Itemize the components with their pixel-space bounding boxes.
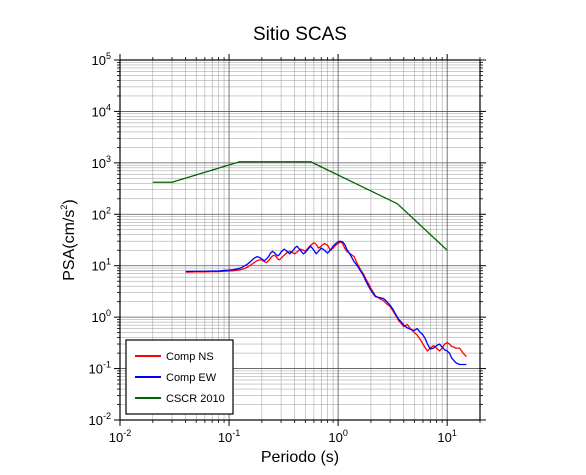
- y-tick-label-exp: 3: [106, 154, 111, 164]
- series-line-cscr-2010: [152, 161, 448, 251]
- chart-title: Sitio SCAS: [253, 24, 347, 45]
- y-tick-label-exp: -1: [103, 360, 111, 370]
- y-tick-label-exp: 1: [106, 257, 111, 267]
- x-tick-label: 100: [328, 428, 347, 445]
- legend-label-ew: Comp EW: [166, 372, 217, 384]
- y-tick-label-base: 10: [92, 104, 106, 119]
- y-tick-label-base: 10: [92, 53, 106, 68]
- legend-label-cscr: CSCR 2010: [166, 393, 225, 405]
- x-tick-label-exp: 0: [343, 428, 348, 438]
- x-tick-label-base: 10: [437, 430, 451, 445]
- axis-ticks: [114, 54, 486, 426]
- y-tick-label-base: 10: [89, 362, 103, 377]
- x-axis-label: Periodo (s): [261, 449, 339, 466]
- x-tick-label-exp: 1: [452, 428, 457, 438]
- x-tick-label-base: 10: [218, 430, 232, 445]
- x-tick-label-exp: -2: [123, 428, 131, 438]
- legend-label-ns: Comp NS: [166, 351, 214, 363]
- y-tick-label-base: 10: [92, 259, 106, 274]
- y-tick-label: 103: [92, 154, 111, 171]
- y-tick-label-exp: -2: [103, 411, 111, 421]
- y-axis-label: PSA(cm/s2): [59, 199, 78, 280]
- y-tick-label-exp: 0: [106, 308, 111, 318]
- y-axis-label-sup: 2: [59, 205, 69, 210]
- y-tick-label-base: 10: [92, 156, 106, 171]
- x-tick-label-exp: -1: [232, 428, 240, 438]
- x-tick-label: 10-1: [218, 428, 240, 445]
- y-tick-label: 10-1: [89, 360, 111, 377]
- series-line-comp-ns: [185, 241, 467, 358]
- x-tick-label: 10-2: [109, 428, 131, 445]
- y-tick-label-base: 10: [92, 310, 106, 325]
- y-tick-label: 105: [92, 51, 111, 68]
- x-tick-label-base: 10: [109, 430, 123, 445]
- legend: Comp NS Comp EW CSCR 2010: [125, 339, 234, 415]
- y-axis-label-main: PSA(cm/s: [61, 210, 78, 281]
- y-tick-label-base: 10: [92, 207, 106, 222]
- y-tick-label: 10-2: [89, 411, 111, 428]
- y-tick-label-base: 10: [89, 413, 103, 428]
- y-axis-label-tail: ): [61, 199, 78, 204]
- series-layer: [152, 161, 467, 366]
- minor-grid: [120, 60, 481, 420]
- plot-frame: [119, 59, 481, 421]
- y-tick-label-exp: 2: [106, 205, 111, 215]
- series-line-comp-ew: [185, 240, 467, 366]
- y-tick-label-exp: 4: [106, 102, 111, 112]
- y-tick-label: 100: [92, 308, 111, 325]
- y-tick-label: 101: [92, 257, 111, 274]
- x-tick-label-base: 10: [328, 430, 342, 445]
- x-tick-label: 101: [437, 428, 456, 445]
- y-tick-label-exp: 5: [106, 51, 111, 61]
- y-tick-label: 102: [92, 205, 111, 222]
- y-tick-label: 104: [92, 102, 111, 119]
